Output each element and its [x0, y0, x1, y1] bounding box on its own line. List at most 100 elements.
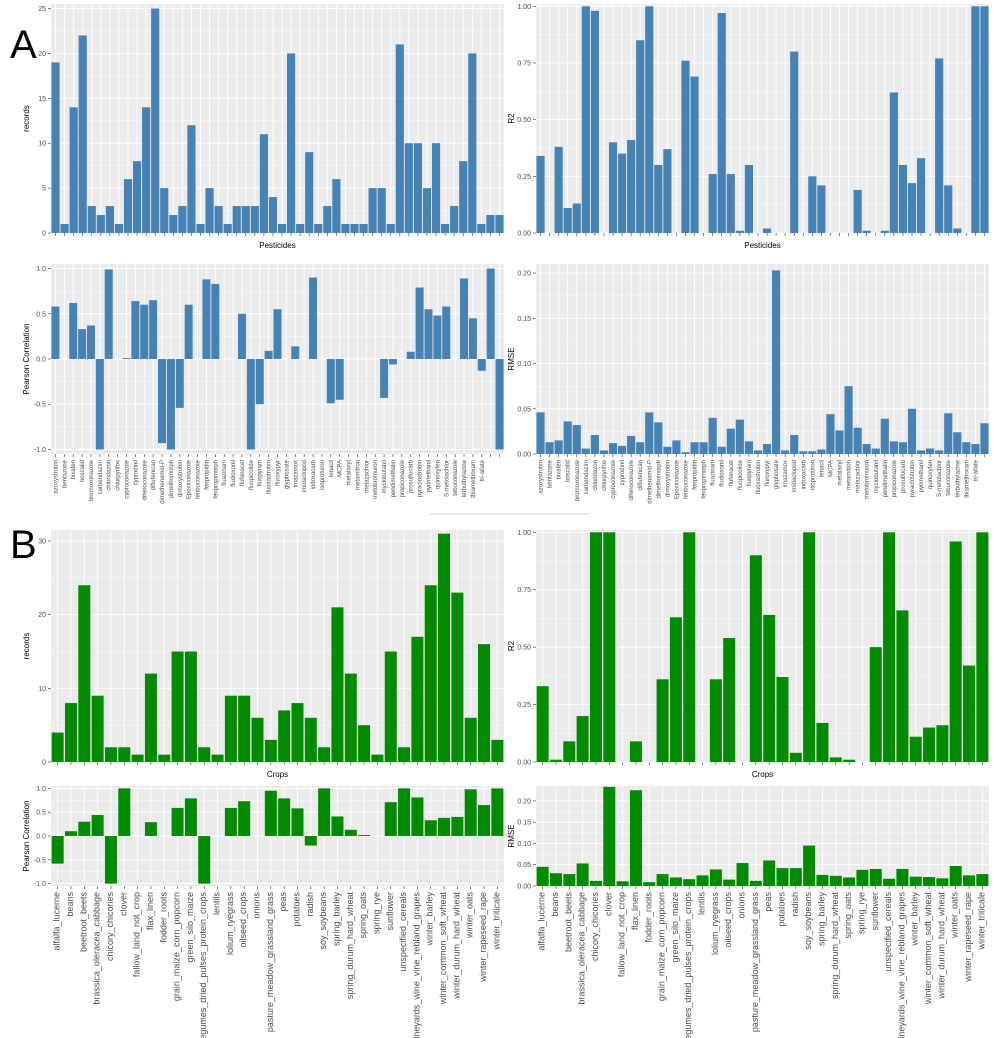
bar-fenpropidin [202, 279, 211, 359]
x-tick-label: fenpropimorph [702, 460, 708, 499]
x-tick-label: pendimethalin [883, 460, 889, 497]
y-tick-label: 0.25 [517, 174, 531, 181]
x-tick-label: myclobutanil [382, 460, 388, 493]
y-axis-title: RMSE [507, 347, 516, 370]
x-tick-label: dimethenamid-P [647, 460, 653, 504]
x-tick-label: myclobutanil [874, 460, 880, 493]
bar-fluoxastrobin [753, 450, 763, 454]
x-tick-label: fodder_roots [643, 892, 653, 943]
x-tick-label: dimoxystrobin [665, 460, 671, 497]
bar-fluroxypyr [762, 228, 772, 233]
y-axis-title: records [22, 105, 31, 132]
bar-beans [549, 759, 562, 762]
bar-fluazinam [708, 174, 717, 233]
bar-dimethomorph [654, 164, 663, 233]
bar-lenacil [326, 359, 335, 404]
bar-tri-allate [486, 215, 495, 233]
bar-legumes_dried_pulses_protein_crops [198, 836, 211, 884]
bar-fenbuconazole [681, 452, 690, 454]
x-tick-label: winter_rapeseed_rape [478, 892, 488, 983]
bar-spring_barley [331, 816, 344, 836]
x-tick-label: chicory_chicories [590, 892, 600, 962]
bar-lolium_ryegrass [709, 869, 722, 886]
bar-bromoxonazole [87, 206, 96, 233]
x-tick-label: metobromuron [865, 460, 871, 499]
x-tick-label: fluopicolide [249, 459, 255, 490]
x-tick-label: fluazinam [222, 460, 228, 486]
y-axis-title: R2 [507, 640, 516, 651]
y-tick-label: 0.00 [517, 884, 531, 891]
y-tick-label: 0.00 [517, 231, 531, 238]
x-tick-label: dimethenamid-P [160, 460, 166, 504]
x-tick-label: metazachlor [364, 460, 370, 493]
bar-winter_oats [949, 866, 962, 886]
y-axis-title: R2 [507, 113, 516, 124]
x-tick-label: vineyards_wine_vine_rebland_grapes [411, 892, 421, 1038]
y-tick-label: 0.5 [36, 311, 46, 318]
y-tick-label: 10 [38, 141, 46, 148]
x-tick-label: green_silo_maize [670, 892, 680, 963]
x-tick-label: fluopicolide [738, 459, 744, 490]
bar-vineyards_wine_vine_rebland_grapes [411, 636, 424, 762]
chart-pesticides-pearson: -1.0 -0.5 0.0 0.5 1.0 azoxystrobin bentazone bi… [22, 264, 504, 504]
bar-soy_soybeans [318, 747, 331, 762]
y-tick-label: -0.5 [34, 857, 46, 864]
x-tick-label: imazamox [293, 460, 299, 487]
y-tick-label: 0.00 [517, 452, 531, 459]
bar-myclobutanil [386, 224, 395, 233]
y-axis-title: Pearson Correlation [22, 323, 31, 394]
bar-spring_durum_hard_wheat [829, 757, 842, 762]
bar-peas [278, 798, 291, 836]
bar-green_silo_maize [184, 798, 197, 836]
bar-spring_durum_hard_wheat [829, 875, 842, 886]
bar-prosulfocarb [898, 442, 908, 454]
x-tick-label: oilseed_crops [238, 892, 248, 948]
x-tick-label: prosulfocarb [409, 459, 415, 493]
bar-bromoxonazole [572, 425, 581, 454]
bar-imidacloprid [790, 51, 799, 233]
bar-onions [736, 863, 749, 886]
bar-spring_oats [843, 877, 856, 886]
x-tick-label: azoxystrobin [539, 460, 545, 494]
bar-S-metolachlor [935, 450, 944, 454]
bar-tebuconazole [944, 185, 953, 233]
bar-spring_durum_hard_wheat [344, 829, 357, 836]
bar-unspecified_cereals [398, 747, 411, 762]
bar-carbendazim [581, 448, 590, 454]
bar-MCPA [335, 359, 344, 400]
x-tick-label: spring_oats [358, 892, 368, 939]
bar-myclobutanil [871, 448, 880, 454]
y-tick-label: -1.0 [34, 447, 46, 454]
chart-crops-r2: 0.00 0.25 0.50 0.75 1.00 R2 Crops [507, 530, 989, 779]
bar-spring_oats [843, 759, 856, 762]
bar-chicory_chicories [104, 836, 117, 884]
bar-boscalid [78, 35, 87, 234]
y-tick-label: 0.50 [517, 117, 531, 124]
bar-tri-allate [971, 444, 980, 454]
bar-isoproturon [323, 206, 332, 233]
bar-metalaxyl [835, 430, 844, 454]
bar-diflufenican [151, 8, 160, 233]
x-tick-label: carbendazim [584, 460, 590, 494]
y-tick-label: 0.50 [517, 645, 531, 652]
bar-winter_triticale [491, 788, 504, 836]
bar-pyrimethanil [916, 158, 926, 233]
bar-cyprodinil [132, 161, 142, 233]
x-tick-label: propiconazole [400, 459, 406, 497]
bar-chicory_chicories [589, 532, 602, 762]
bar-legumes_dried_pulses_protein_crops [683, 879, 696, 886]
x-tick-label: sunflower [870, 892, 880, 931]
y-tick-label: 20 [38, 51, 46, 58]
bar-spring_barley [331, 607, 344, 762]
x-tick-label: fluoxastrobin [267, 460, 273, 494]
x-tick-label: spring_rye [856, 892, 866, 934]
bar-chlorpyrifos [599, 450, 609, 454]
x-tick-label: lenacil [819, 460, 825, 477]
x-tick-label: winter_durum_hard_wheat [936, 892, 946, 1000]
bar-fluroxypyr [762, 444, 772, 454]
bar-indoxacarb [309, 277, 318, 359]
bar-dimethenamid-P [158, 359, 167, 444]
chart-pesticides-rmse: 0.00 0.05 0.10 0.15 0.20 azoxystrobin bentazon… [507, 264, 989, 504]
bar-potatoes [291, 703, 304, 762]
x-tick-label: pyraclostrobin [910, 460, 916, 497]
